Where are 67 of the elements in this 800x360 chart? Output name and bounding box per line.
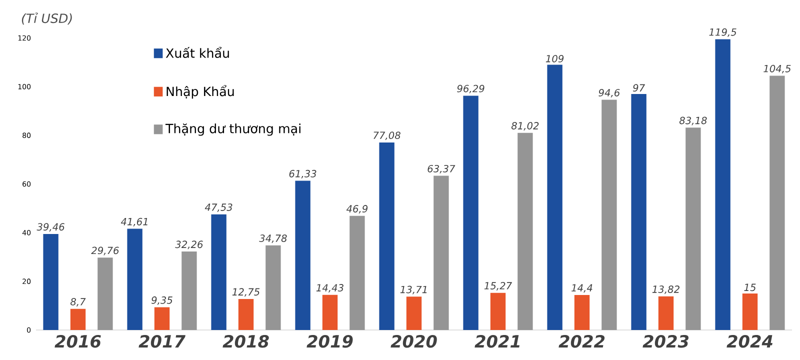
data-label: 13,82 (652, 286, 680, 294)
data-label: 9,35 (151, 296, 172, 305)
bar (742, 294, 758, 330)
data-label: 39,46 (36, 223, 64, 232)
x-tick-label: 2016 (54, 334, 101, 348)
data-label: 97 (632, 84, 645, 92)
bar (686, 128, 701, 330)
bar (127, 228, 142, 330)
bar (70, 308, 86, 330)
bar (154, 307, 170, 330)
data-label: 46,9 (346, 205, 368, 214)
bar (350, 216, 365, 330)
x-tick-label: 2024 (726, 334, 772, 348)
bar (182, 252, 197, 330)
bar (322, 294, 338, 330)
legend-label: Xuất khẩu (166, 46, 229, 58)
data-label: 94,6 (598, 88, 620, 98)
x-tick-label: 2020 (390, 334, 437, 348)
bar (518, 132, 533, 330)
data-label: 83,18 (679, 116, 707, 126)
data-label: 96,29 (457, 84, 484, 94)
bar (98, 258, 113, 330)
data-label: 77,08 (374, 132, 400, 140)
bar (406, 296, 422, 330)
data-label: 32,26 (175, 240, 203, 250)
bar (631, 94, 646, 330)
x-tick-label: 2019 (306, 334, 353, 348)
legend-label: Thặng dư thương mại (165, 123, 300, 136)
bar (658, 296, 674, 330)
bar (379, 142, 394, 330)
bar (770, 76, 785, 330)
data-label: 15,27 (484, 282, 512, 290)
bar (574, 294, 590, 330)
data-label: 104,5 (764, 64, 791, 74)
bar (266, 245, 281, 330)
bar (602, 100, 617, 330)
bar (295, 180, 310, 330)
data-label: 14,4 (572, 284, 592, 293)
data-label: 15 (744, 284, 756, 292)
data-label: 8,7 (70, 298, 86, 306)
data-label: 13,71 (400, 286, 427, 294)
bar (490, 292, 506, 330)
data-label: 12,75 (232, 288, 260, 297)
x-tick-label: 2018 (222, 334, 269, 348)
x-tick-label: 2022 (558, 334, 605, 348)
bar (434, 176, 449, 330)
data-label: 61,33 (289, 170, 316, 178)
data-label: 119,5 (709, 28, 736, 37)
data-label: 34,78 (259, 234, 287, 243)
x-tick-label: 2021 (474, 334, 520, 348)
data-label: 14,43 (316, 284, 344, 292)
data-label: 47,53 (204, 204, 232, 212)
data-label: 29,76 (91, 246, 119, 256)
legend-label: Nhập Khẩu (166, 85, 234, 99)
data-label: 41,61 (120, 218, 148, 226)
bar (238, 298, 254, 330)
data-label: 109 (546, 54, 564, 62)
chart-title: (Tỉ USD) (22, 12, 72, 25)
bar (463, 96, 478, 330)
bar (547, 64, 562, 330)
data-label: 81,02 (511, 122, 539, 130)
x-tick-label: 2023 (642, 334, 688, 348)
data-label: 63,37 (428, 164, 456, 174)
bar (211, 214, 226, 330)
x-tick-label: 2017 (138, 334, 186, 348)
bar (715, 39, 730, 330)
bar (43, 234, 58, 330)
